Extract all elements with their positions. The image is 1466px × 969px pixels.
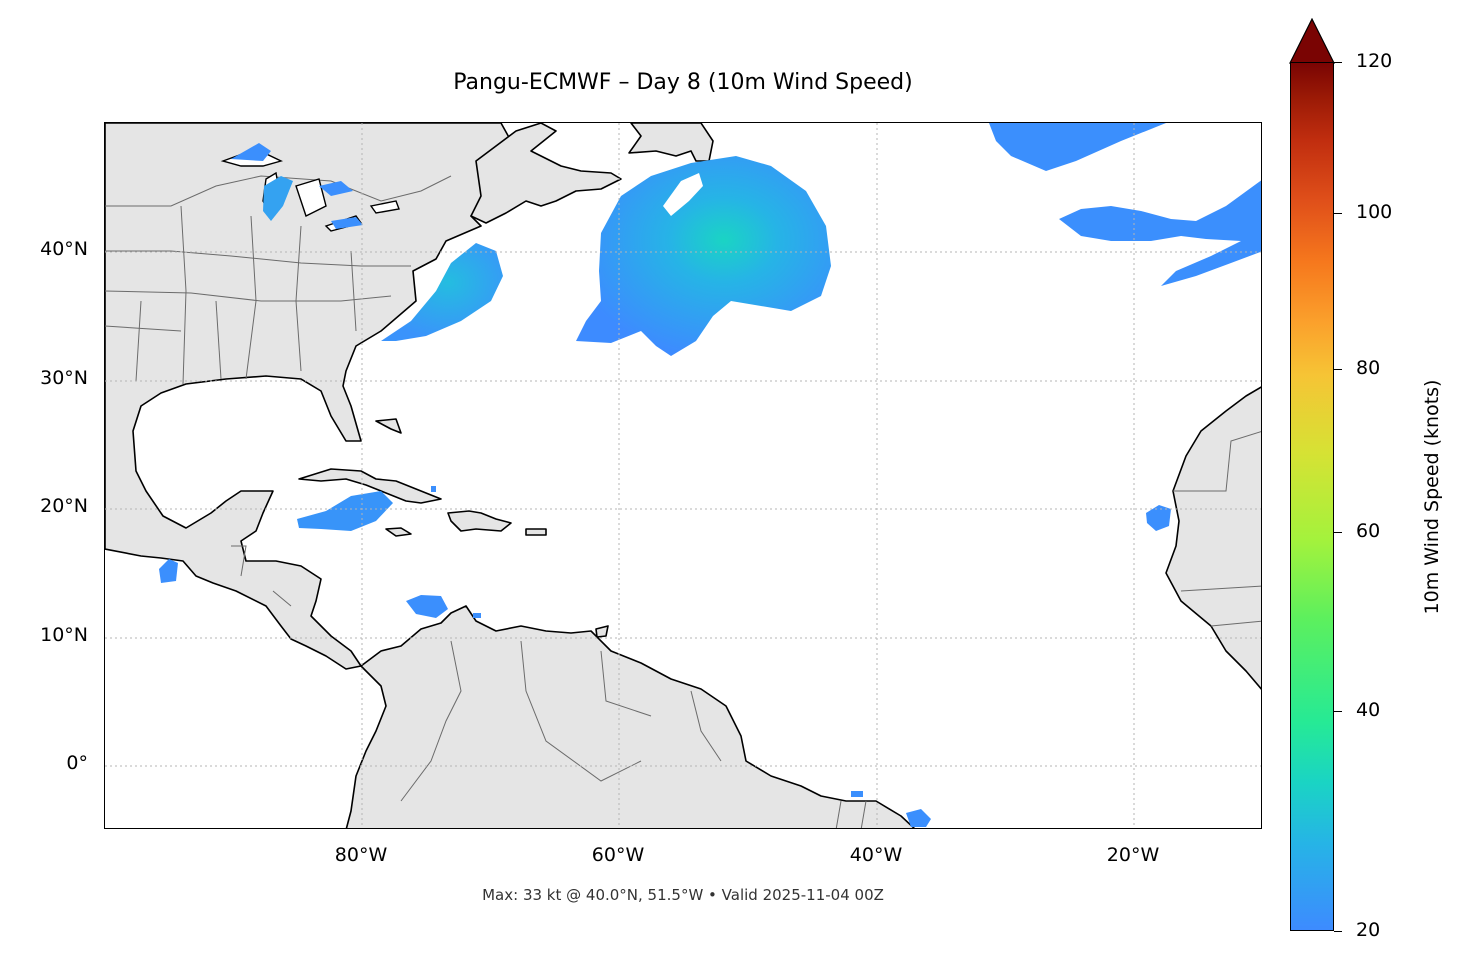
- gridlines: [105, 123, 1261, 828]
- map-panel: [104, 122, 1262, 829]
- colorbar-label-60: 60: [1356, 520, 1381, 542]
- wind-mid-atlantic-coast: [381, 243, 503, 341]
- wind-main-atlantic: [576, 156, 831, 356]
- africa-land: [1165, 386, 1261, 690]
- trinidad-land: [595, 625, 609, 638]
- colorbar-tick: [1334, 532, 1342, 533]
- newfoundland-land: [628, 123, 714, 162]
- colorbar-label-20: 20: [1356, 919, 1381, 941]
- south-america-land: [345, 605, 916, 828]
- wind-brazil-coast: [906, 809, 931, 827]
- lon-label-80w: 80°W: [334, 844, 388, 866]
- wind-speck-1: [431, 486, 436, 492]
- wind-great-lakes-4: [331, 217, 363, 229]
- colorbar-tick: [1334, 213, 1342, 214]
- wind-main-hole: [663, 173, 703, 216]
- borders-layer: [105, 175, 1261, 828]
- wind-cape-verde: [1146, 505, 1171, 531]
- jamaica-land: [385, 527, 412, 537]
- lat-label-0: 0°: [66, 752, 88, 774]
- map-svg: [105, 123, 1261, 828]
- wind-northeast-atlantic-2: [1059, 180, 1261, 286]
- colorbar-title: 10m Wind Speed (knots): [1421, 379, 1443, 615]
- colorbar-tick: [1334, 931, 1342, 932]
- colorbar-label-120: 120: [1356, 50, 1393, 72]
- colorbar-tick: [1334, 369, 1342, 370]
- wind-speck-3: [851, 791, 863, 797]
- colorbar-label-100: 100: [1356, 201, 1393, 223]
- footer-caption: Max: 33 kt @ 40.0°N, 51.5°W • Valid 2025…: [482, 886, 884, 904]
- lat-label-20n: 20°N: [40, 495, 88, 517]
- colorbar-extend-arrow: [1289, 18, 1335, 64]
- colorbar-tick: [1334, 62, 1342, 63]
- colorbar-label-80: 80: [1356, 357, 1381, 379]
- wind-layer: [159, 123, 1261, 827]
- colorbar-label-40: 40: [1356, 699, 1381, 721]
- wind-central-america: [159, 559, 178, 583]
- wind-great-lakes-3: [319, 181, 353, 196]
- maritimes-land: [470, 123, 622, 224]
- wind-speck-2: [473, 613, 481, 618]
- lat-label-10n: 10°N: [40, 624, 88, 646]
- hispaniola-land: [447, 510, 512, 532]
- wind-northeast-atlantic-1: [989, 123, 1166, 171]
- wind-cuba: [297, 491, 393, 531]
- lon-label-40w: 40°W: [849, 844, 903, 866]
- land-layer: [105, 123, 1261, 828]
- bahamas-land: [375, 418, 402, 434]
- colorbar: [1290, 62, 1334, 931]
- wind-great-lakes-1: [231, 143, 271, 161]
- lat-label-40n: 40°N: [40, 238, 88, 260]
- north-america-land: [105, 123, 522, 670]
- puerto-rico-land: [525, 528, 547, 536]
- wind-southern-caribbean: [406, 595, 448, 618]
- map-title: Pangu-ECMWF – Day 8 (10m Wind Speed): [453, 70, 913, 95]
- colorbar-tick: [1334, 711, 1342, 712]
- lon-label-20w: 20°W: [1106, 844, 1160, 866]
- cuba-land: [298, 468, 442, 504]
- wind-great-lakes-2: [263, 176, 293, 221]
- lon-label-60w: 60°W: [591, 844, 645, 866]
- lat-label-30n: 30°N: [40, 367, 88, 389]
